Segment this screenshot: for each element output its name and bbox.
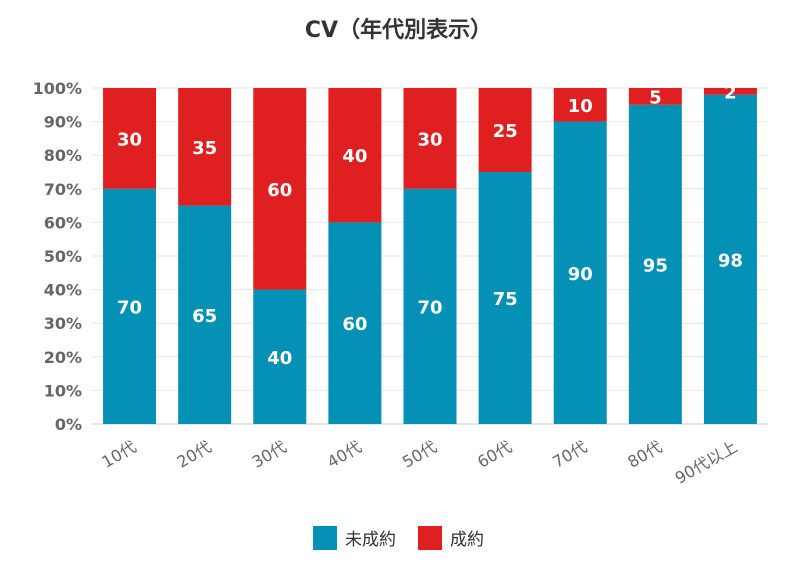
x-tick-label: 10代 (99, 437, 140, 472)
y-tick-label: 30% (44, 314, 82, 333)
bars (103, 88, 757, 425)
legend-swatch-uncontracted (313, 525, 337, 550)
bar-segment-contracted[interactable] (703, 88, 757, 95)
legend-item-uncontracted[interactable]: 未成約 (313, 525, 396, 550)
x-tick-label: 20代 (174, 437, 215, 472)
bar-segment-uncontracted[interactable] (628, 104, 682, 425)
y-tick-label: 50% (44, 247, 82, 266)
y-tick-label: 20% (44, 348, 82, 367)
x-tick-label: 90代以上 (672, 437, 741, 488)
data-label: 75 (493, 289, 518, 310)
y-tick-label: 40% (44, 281, 82, 300)
legend-item-contracted[interactable]: 成約 (418, 525, 484, 550)
y-tick-label: 90% (44, 113, 82, 132)
y-tick-label: 10% (44, 381, 82, 400)
x-tick-label: 50代 (399, 437, 440, 472)
bar-segment-contracted[interactable] (553, 88, 607, 122)
bar-segment-uncontracted[interactable] (553, 121, 607, 424)
legend: 未成約 成約 (0, 525, 797, 550)
y-tick-label: 80% (44, 146, 82, 165)
data-label: 35 (192, 138, 217, 159)
y-tick-label: 100% (33, 79, 82, 98)
data-label: 25 (493, 121, 518, 142)
data-label: 5 (649, 87, 662, 108)
bar-segment-uncontracted[interactable] (103, 188, 157, 424)
bar-segment-uncontracted[interactable] (403, 188, 457, 424)
x-tick-label: 80代 (624, 437, 665, 472)
bar-segment-uncontracted[interactable] (703, 94, 757, 424)
bar-segment-uncontracted[interactable] (478, 172, 532, 424)
bar-segment-contracted[interactable] (403, 88, 457, 189)
legend-label-uncontracted: 未成約 (345, 530, 396, 550)
y-tick-label: 70% (44, 180, 82, 199)
bar-segment-contracted[interactable] (103, 88, 157, 189)
data-label: 90 (568, 264, 593, 285)
data-label: 30 (417, 129, 442, 150)
data-labels: 70 30 65 35 40 60 60 40 70 30 75 25 90 10 95 5 98 2 (117, 82, 743, 368)
data-label: 40 (342, 146, 367, 167)
y-axis: 0% 10% 20% 30% 40% 50% 60% 70% 80% 90% 100% (33, 79, 82, 434)
bar-segment-contracted[interactable] (628, 88, 682, 105)
bar-segment-uncontracted[interactable] (178, 205, 232, 424)
data-label: 60 (342, 314, 367, 335)
x-axis: 10代 20代 30代 40代 50代 60代 70代 80代 90代以上 (99, 437, 741, 488)
data-label: 95 (643, 255, 668, 276)
data-label: 65 (192, 306, 217, 327)
legend-label-contracted: 成約 (450, 530, 484, 550)
data-label: 60 (267, 180, 292, 201)
legend-swatch-contracted (418, 525, 442, 550)
y-tick-label: 0% (55, 415, 82, 434)
data-label: 40 (267, 348, 292, 369)
x-tick-label: 60代 (474, 437, 515, 472)
data-label: 70 (117, 297, 142, 318)
data-label: 10 (568, 96, 593, 117)
bar-segment-contracted[interactable] (253, 88, 307, 290)
bar-segment-contracted[interactable] (478, 88, 532, 172)
y-tick-label: 60% (44, 213, 82, 232)
data-label: 30 (117, 129, 142, 150)
data-label: 2 (724, 82, 737, 103)
bar-segment-uncontracted[interactable] (253, 289, 307, 424)
bar-segment-contracted[interactable] (178, 88, 232, 206)
chart-title: CV（年代別表示） (304, 18, 493, 43)
x-tick-label: 30代 (249, 437, 290, 472)
data-label: 70 (417, 297, 442, 318)
x-tick-label: 70代 (549, 437, 590, 472)
bar-segment-uncontracted[interactable] (328, 222, 382, 424)
bar-segment-contracted[interactable] (328, 88, 382, 223)
data-label: 98 (718, 250, 743, 271)
stacked-bar-chart: 70 30 65 35 40 60 60 40 70 30 75 25 90 10 95 5 98 2 0% 10%… (33, 79, 768, 488)
x-tick-label: 40代 (324, 437, 365, 472)
